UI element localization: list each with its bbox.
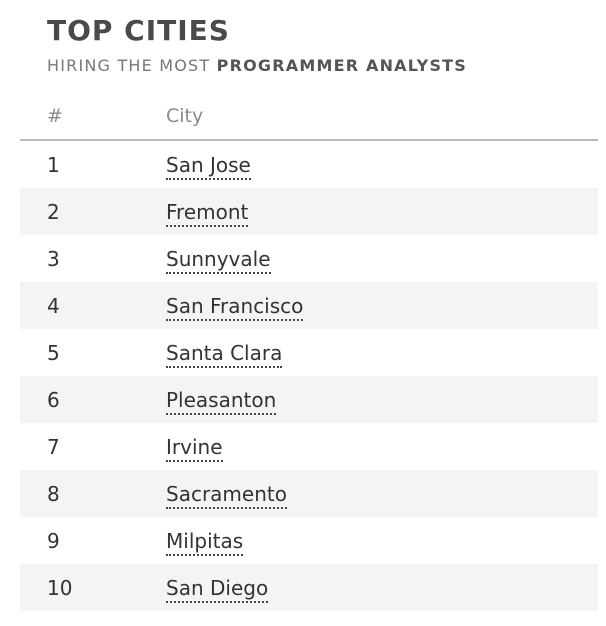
city-link[interactable]: Santa Clara [166,341,283,368]
city-link[interactable]: Milpitas [166,529,244,556]
rank-cell: 6 [47,388,60,412]
table-row: 6 Pleasanton [20,376,598,423]
table-row: 1 San Jose [20,141,598,188]
city-link[interactable]: Fremont [166,200,249,227]
table-row: 10 San Diego [20,564,598,611]
table-row: 2 Fremont [20,188,598,235]
subtitle-prefix: HIRING THE MOST [47,56,217,75]
rank-cell: 7 [47,435,60,459]
city-link[interactable]: San Francisco [166,294,304,321]
rank-cell: 1 [47,153,60,177]
city-link[interactable]: Pleasanton [166,388,277,415]
table-row: 9 Milpitas [20,517,598,564]
rank-cell: 5 [47,341,60,365]
rank-cell: 2 [47,200,60,224]
city-link[interactable]: Irvine [166,435,223,462]
subtitle-emphasis: PROGRAMMER ANALYSTS [216,56,468,75]
rank-cell: 9 [47,529,60,553]
rank-cell: 10 [47,576,73,600]
city-column-header: City [166,105,204,127]
table-row: 7 Irvine [20,423,598,470]
rank-cell: 3 [47,247,60,271]
city-link[interactable]: Sunnyvale [166,247,271,274]
city-link[interactable]: San Diego [166,576,269,603]
table-row: 5 Santa Clara [20,329,598,376]
city-link[interactable]: Sacramento [166,482,287,509]
rank-cell: 4 [47,294,60,318]
table-row: 4 San Francisco [20,282,598,329]
page-title: TOP CITIES [47,14,230,47]
table-row: 3 Sunnyvale [20,235,598,282]
table-row: 8 Sacramento [20,470,598,517]
rank-cell: 8 [47,482,60,506]
top-cities-table: # City 1 San Jose 2 Fremont 3 Sunnyvale … [20,94,598,611]
table-header-row: # City [20,94,598,141]
page-subtitle: HIRING THE MOST PROGRAMMER ANALYSTS [47,56,467,76]
rank-column-header: # [47,105,63,127]
city-link[interactable]: San Jose [166,153,251,180]
